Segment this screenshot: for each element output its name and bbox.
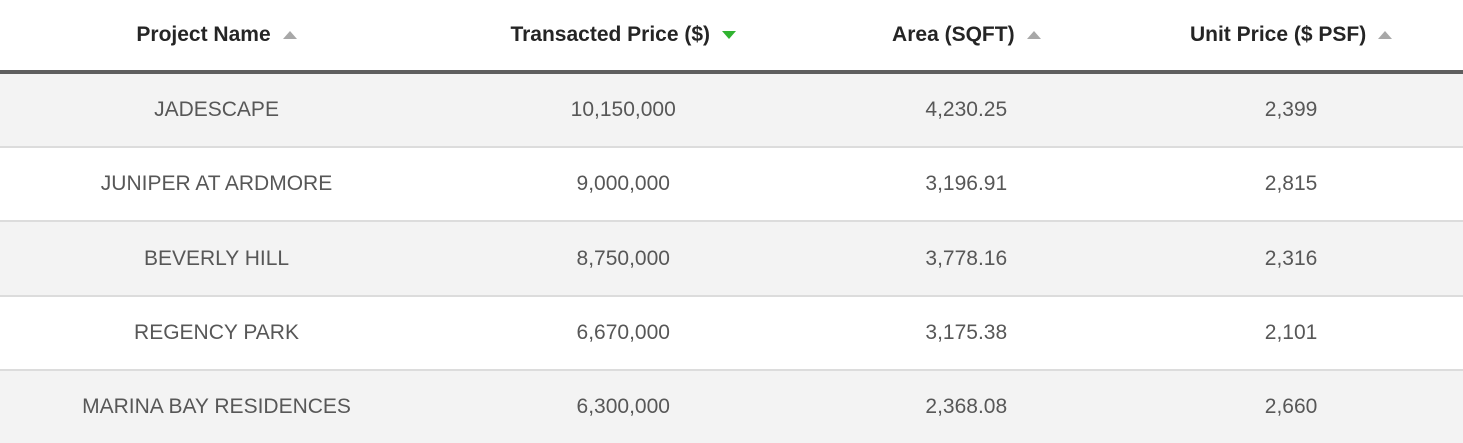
cell-project-name: BEVERLY HILL bbox=[143, 246, 290, 270]
table-row[interactable]: REGENCY PARK 6,670,000 3,175.38 2,101 bbox=[0, 294, 1463, 369]
sort-ascending-icon bbox=[1378, 31, 1393, 39]
cell-area-sqft: 2,368.08 bbox=[925, 394, 1008, 418]
cell-area-sqft: 4,230.25 bbox=[925, 98, 1008, 122]
cell-project-name: REGENCY PARK bbox=[134, 320, 299, 344]
cell-project-name: MARINA BAY RESIDENCES bbox=[82, 394, 351, 418]
cell-unit-price-psf: 2,815 bbox=[1264, 172, 1318, 196]
table-header-row: Project Name Transacted Price ($) Area (… bbox=[0, 0, 1463, 74]
cell-area-sqft: 3,196.91 bbox=[925, 172, 1008, 196]
sort-ascending-icon bbox=[1026, 31, 1041, 39]
cell-unit-price-psf: 2,101 bbox=[1264, 320, 1318, 344]
column-header-area-sqft[interactable]: Area (SQFT) bbox=[813, 0, 1119, 70]
table-row[interactable]: BEVERLY HILL 8,750,000 3,778.16 2,316 bbox=[0, 220, 1463, 295]
column-header-label: Unit Price ($ PSF) bbox=[1189, 23, 1367, 46]
table-row[interactable]: JADESCAPE 10,150,000 4,230.25 2,399 bbox=[0, 74, 1463, 147]
sort-descending-icon bbox=[722, 31, 737, 39]
cell-area-sqft: 3,175.38 bbox=[925, 320, 1008, 344]
cell-area-sqft: 3,778.16 bbox=[925, 246, 1008, 270]
column-header-unit-price-psf[interactable]: Unit Price ($ PSF) bbox=[1119, 0, 1463, 70]
column-header-label: Project Name bbox=[136, 23, 271, 46]
column-header-transacted-price[interactable]: Transacted Price ($) bbox=[433, 0, 813, 70]
table-body: JADESCAPE 10,150,000 4,230.25 2,399 JUNI… bbox=[0, 74, 1463, 443]
cell-unit-price-psf: 2,660 bbox=[1264, 394, 1318, 418]
cell-transacted-price: 6,670,000 bbox=[576, 320, 670, 344]
column-header-label: Area (SQFT) bbox=[892, 23, 1015, 46]
cell-transacted-price: 8,750,000 bbox=[576, 246, 670, 270]
column-header-project-name[interactable]: Project Name bbox=[0, 0, 433, 70]
cell-transacted-price: 9,000,000 bbox=[576, 172, 670, 196]
table-row[interactable]: MARINA BAY RESIDENCES 6,300,000 2,368.08… bbox=[0, 368, 1463, 443]
column-header-label: Transacted Price ($) bbox=[510, 23, 711, 46]
cell-unit-price-psf: 2,316 bbox=[1264, 246, 1318, 270]
cell-project-name: JUNIPER AT ARDMORE bbox=[100, 172, 333, 196]
cell-transacted-price: 6,300,000 bbox=[576, 394, 670, 418]
cell-transacted-price: 10,150,000 bbox=[570, 98, 676, 122]
table-row[interactable]: JUNIPER AT ARDMORE 9,000,000 3,196.91 2,… bbox=[0, 146, 1463, 221]
sort-ascending-icon bbox=[282, 31, 297, 39]
cell-project-name: JADESCAPE bbox=[154, 98, 279, 122]
cell-unit-price-psf: 2,399 bbox=[1264, 98, 1318, 122]
